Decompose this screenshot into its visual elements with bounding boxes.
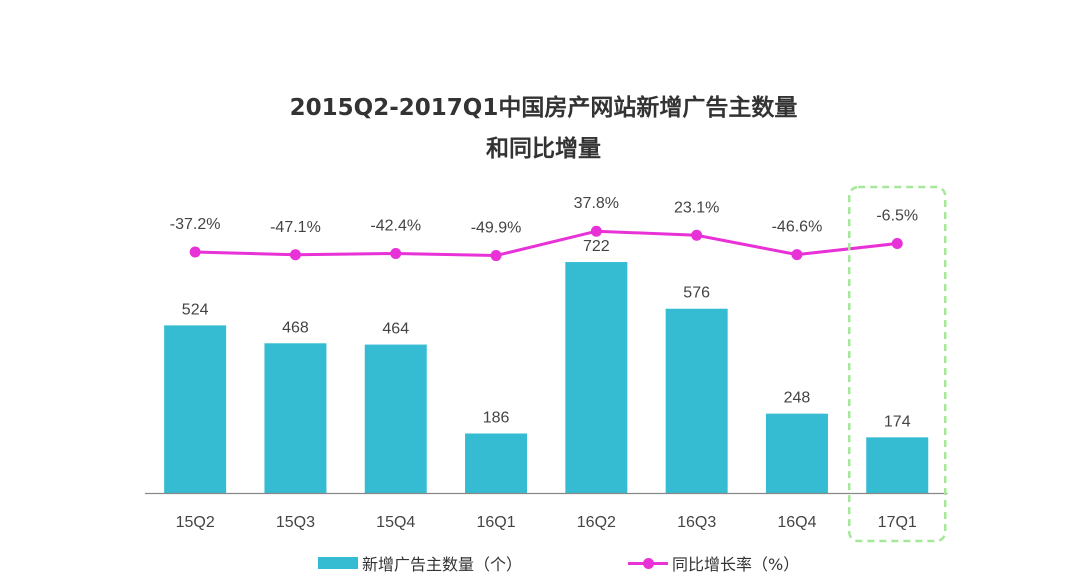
bar-16q1 — [465, 433, 528, 493]
growth-rate-point — [490, 250, 502, 262]
bar-16q3 — [665, 308, 728, 493]
legend-bar: 新增广告主数量（个） — [318, 551, 522, 575]
bar-15q3 — [264, 343, 327, 493]
growth-rate-point — [791, 249, 803, 261]
legend-bar-label: 新增广告主数量（个） — [362, 555, 523, 574]
bar-value-label: 576 — [683, 285, 710, 302]
x-tick-label: 15Q3 — [276, 514, 315, 531]
chart-title: 2015Q2-2017Q1中国房产网站新增广告主数量 — [289, 95, 798, 121]
x-tick-label: 17Q1 — [878, 514, 917, 531]
chart-subtitle: 和同比增量 — [486, 136, 601, 162]
highlight-box — [848, 185, 947, 543]
growth-rate-label: 37.8% — [574, 195, 619, 212]
bar-value-label: 174 — [884, 413, 911, 430]
growth-rate-point — [691, 229, 703, 241]
bar-value-label: 186 — [483, 409, 510, 426]
bar-15q2 — [164, 325, 227, 493]
legend-line: 同比增长率（%） — [628, 551, 799, 575]
growth-rate-point — [891, 238, 903, 250]
growth-rate-point — [590, 225, 602, 237]
bar-value-label: 248 — [784, 390, 811, 407]
x-tick-label: 15Q4 — [376, 514, 415, 531]
x-tick-label: 16Q3 — [677, 514, 716, 531]
x-tick-label: 16Q4 — [777, 514, 816, 531]
growth-rate-label: -46.6% — [772, 219, 823, 236]
legend-line-swatch — [628, 557, 668, 569]
growth-rate-line — [195, 229, 898, 258]
bar-value-label: 524 — [182, 301, 209, 318]
bar-16q4 — [765, 413, 828, 493]
growth-rate-label: -6.5% — [876, 208, 918, 225]
x-tick-label: 16Q1 — [476, 514, 515, 531]
bar-value-label: 722 — [583, 238, 610, 255]
growth-rate-label: -42.4% — [370, 217, 421, 234]
bar-17q1 — [866, 437, 929, 493]
x-tick-label: 15Q2 — [176, 514, 215, 531]
bar-value-label: 468 — [282, 319, 309, 336]
growth-rate-label: -37.2% — [170, 216, 221, 233]
bar-15q4 — [364, 344, 427, 493]
growth-rate-label: -47.1% — [270, 219, 321, 236]
bar-16q2 — [565, 262, 628, 493]
growth-rate-point — [390, 247, 402, 259]
bar-value-label: 464 — [382, 321, 409, 338]
growth-rate-label: -49.9% — [471, 220, 522, 237]
growth-rate-point — [289, 249, 301, 261]
growth-rate-label: 23.1% — [674, 199, 719, 216]
x-tick-label: 16Q2 — [577, 514, 616, 531]
growth-rate-point — [189, 246, 201, 258]
legend-line-label: 同比增长率（%） — [672, 555, 800, 574]
legend-bar-swatch — [318, 557, 358, 569]
